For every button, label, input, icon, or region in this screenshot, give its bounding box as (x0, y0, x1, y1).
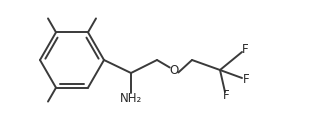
Text: O: O (169, 63, 179, 77)
Text: NH₂: NH₂ (120, 92, 142, 105)
Text: F: F (242, 73, 249, 86)
Text: F: F (223, 89, 229, 102)
Text: F: F (242, 43, 248, 56)
